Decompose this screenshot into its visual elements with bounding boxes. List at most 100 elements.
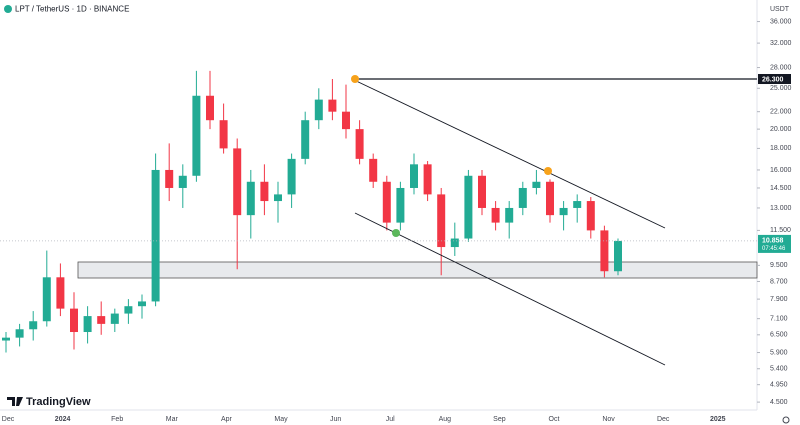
x-tick-label: Jul [386,416,395,423]
candle-body [437,194,446,248]
symbol-icon [4,5,12,13]
x-tick-label: Apr [221,416,233,423]
candle-body [246,181,255,216]
y-tick-label: 18.000 [770,145,792,152]
y-tick-label: 8.700 [770,278,788,285]
channel-upper-line [351,78,666,229]
candle-body [192,95,201,176]
candle-body [328,99,337,112]
zone-layer [77,261,758,279]
y-tick-label: 22.000 [770,109,792,116]
y-tick-label: 32.000 [770,40,792,47]
x-tick-label: 2025 [710,416,726,423]
currency-label: USDT [770,6,790,13]
y-tick-label: 13.000 [770,205,792,212]
candle-body [559,207,568,216]
candle-body [301,120,310,159]
touch-point [351,75,359,84]
candle-body [178,175,187,188]
candle-body [165,169,174,188]
y-tick-label: 11.500 [770,227,791,234]
countdown-label: 07:45:46 [762,246,786,252]
y-tick-label: 6.500 [770,332,788,339]
x-tick-label: Feb [111,416,123,423]
x-tick-label: Sep [493,416,506,423]
candle-body [464,175,473,239]
header: LPT / TetherUS · 1D · BINANCE USDT [4,5,790,14]
resistance-tag [758,74,791,85]
candle-body [369,158,378,182]
candle-body [233,148,242,216]
y-tick-label: 20.000 [770,126,792,133]
candle-body [110,313,119,324]
candle-body [546,181,554,216]
touch-point [392,229,400,237]
symbol-title: LPT / TetherUS · 1D · BINANCE [15,5,129,14]
touch-point [544,167,552,175]
candle-body [206,95,214,121]
candle-body [314,99,323,121]
y-tick-label: 25.000 [770,85,792,92]
channel-lower-line [354,212,666,366]
candle-body [83,316,92,333]
y-tick-label: 7.900 [770,296,788,303]
drawings-layer [351,75,757,366]
watermark: TradingView [7,396,91,408]
last-price-label: 10.858 [762,237,784,244]
candle-body [573,201,582,208]
candle-body [151,169,160,302]
x-tick-label: Nov [602,416,615,423]
last-price-tag [758,234,791,253]
candle-body [491,207,500,223]
candle-body [450,238,459,248]
candle-body [274,194,282,202]
candles-layer [2,70,622,353]
y-tick-label: 4.950 [770,382,788,389]
y-tick-label: 4.500 [770,399,788,406]
candle-body [532,181,541,188]
x-tick-label: Jun [330,416,341,423]
candle-body [396,187,405,223]
candle-body [29,321,38,330]
tv-logo [7,397,23,406]
candle-body [124,306,133,314]
x-tick-label: Aug [439,416,452,423]
y-tick-label: 14.500 [770,185,792,192]
x-tick-label: Dec [657,416,670,423]
candle-body [600,230,609,272]
x-tick-label: 2024 [55,416,71,423]
candle-body [260,181,269,202]
resistance-label: 26.300 [762,76,784,83]
candle-body [42,277,51,322]
candle-body [219,120,228,149]
candle-body [56,277,65,309]
candle-body [287,158,296,195]
x-tick-label: Oct [549,416,560,423]
candle-body [355,129,364,159]
candle-body [478,175,486,208]
x-tick-label: May [274,416,288,423]
candle-body [423,164,432,195]
x-tick-label: Dec [2,416,15,423]
candle-body [518,187,527,208]
candle-body [15,329,24,338]
candle-body [614,240,622,272]
y-tick-label: 36.000 [770,18,792,25]
y-tick-label: 16.000 [770,167,792,174]
candle-body [97,316,106,324]
candle-body [505,207,514,223]
y-tick-label: 7.100 [770,315,788,322]
x-tick-label: Mar [166,416,179,423]
candle-body [342,111,350,130]
support-zone [77,261,758,279]
y-tick-label: 5.900 [770,349,788,356]
y-tick-label: 5.400 [770,366,788,373]
settings-icon[interactable] [782,416,790,424]
candle-body [586,201,595,231]
candle-body [70,308,78,333]
candle-body [382,181,391,223]
y-tick-label: 28.000 [770,64,792,71]
candle-body [410,164,418,188]
candle-body [138,301,146,307]
